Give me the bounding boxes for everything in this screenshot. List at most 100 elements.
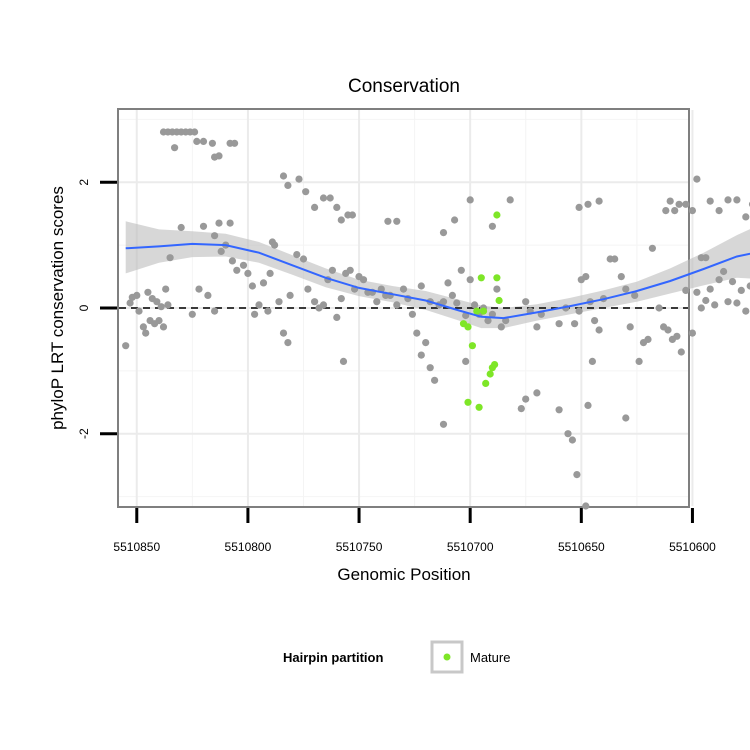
point-mature-5 xyxy=(479,307,488,315)
point-other-103 xyxy=(426,364,434,372)
point-other-163 xyxy=(575,203,583,211)
point-other-15 xyxy=(162,285,170,293)
point-other-45 xyxy=(228,257,236,265)
point-other-187 xyxy=(742,307,750,315)
point-other-142 xyxy=(582,273,590,281)
point-other-101 xyxy=(417,351,425,359)
smooth-curve xyxy=(125,242,750,320)
point-other-132 xyxy=(517,405,525,413)
y-axis-title: phyloP LRT conservation scores xyxy=(48,186,67,430)
point-other-102 xyxy=(422,339,430,347)
point-other-113 xyxy=(444,279,452,287)
point-other-52 xyxy=(259,279,268,287)
point-other-133 xyxy=(522,298,530,306)
legend-label-mature: Mature xyxy=(470,650,510,665)
point-other-98 xyxy=(339,357,348,365)
point-other-41 xyxy=(204,291,212,299)
point-other-68 xyxy=(333,203,341,211)
point-other-125 xyxy=(497,323,505,331)
point-mature-10 xyxy=(493,274,501,282)
point-other-43 xyxy=(217,247,225,255)
point-other-83 xyxy=(346,266,354,274)
point-other-131 xyxy=(522,395,530,403)
point-other-183 xyxy=(724,298,732,306)
point-other-72 xyxy=(293,251,301,259)
point-other-36 xyxy=(211,232,219,240)
point-other-162 xyxy=(588,357,597,365)
point-other-150 xyxy=(622,285,630,293)
point-other-181 xyxy=(715,276,723,284)
point-other-202 xyxy=(671,207,679,215)
x-tick-label-0: 5510850 xyxy=(113,540,160,554)
point-other-26 xyxy=(171,144,179,152)
point-other-61 xyxy=(279,172,288,180)
point-other-37 xyxy=(199,222,208,230)
point-other-13 xyxy=(157,303,165,311)
point-other-212 xyxy=(733,196,741,204)
point-other-58 xyxy=(279,329,288,337)
point-other-139 xyxy=(571,320,579,328)
point-other-108 xyxy=(462,357,470,365)
point-other-47 xyxy=(239,261,248,269)
point-other-12 xyxy=(155,317,163,325)
point-other-104 xyxy=(431,376,439,384)
point-other-16 xyxy=(164,301,172,309)
point-mature-2 xyxy=(468,342,476,350)
y-tick-label-2: 2 xyxy=(77,179,91,186)
point-other-66 xyxy=(319,194,328,202)
point-other-119 xyxy=(471,301,479,309)
point-other-209 xyxy=(706,197,714,205)
point-other-11 xyxy=(153,298,161,306)
point-mature-14 xyxy=(475,403,483,411)
point-mature-3 xyxy=(473,307,481,315)
point-other-200 xyxy=(662,207,670,215)
point-other-185 xyxy=(733,299,741,307)
point-other-59 xyxy=(284,339,292,347)
legend-title: Hairpin partition xyxy=(283,650,383,665)
point-other-124 xyxy=(493,285,501,293)
point-other-127 xyxy=(466,196,474,204)
x-axis: 5510850 5510800 5510750 5510700 5510650 55106… xyxy=(113,508,716,554)
point-other-156 xyxy=(648,244,657,252)
point-other-48 xyxy=(244,269,252,277)
point-other-129 xyxy=(506,196,514,204)
point-other-130 xyxy=(533,389,541,397)
point-other-35 xyxy=(215,219,223,227)
point-other-114 xyxy=(448,291,456,299)
point-other-34 xyxy=(226,219,234,227)
point-other-210 xyxy=(715,207,723,215)
point-other-211 xyxy=(724,196,732,204)
point-other-148 xyxy=(611,255,619,263)
point-other-99 xyxy=(384,217,392,225)
point-other-56 xyxy=(271,241,279,249)
point-other-75 xyxy=(311,298,319,306)
point-other-144 xyxy=(591,317,599,325)
point-other-53 xyxy=(264,307,272,315)
point-other-42 xyxy=(211,307,219,315)
point-other-208 xyxy=(702,254,710,262)
point-other-3 xyxy=(133,291,141,299)
legend-key-mature xyxy=(443,653,451,661)
point-other-51 xyxy=(255,301,263,309)
point-other-174 xyxy=(682,286,690,294)
point-other-203 xyxy=(675,200,683,208)
point-other-137 xyxy=(555,320,563,328)
point-other-149 xyxy=(617,273,625,281)
point-other-31 xyxy=(215,152,223,160)
point-other-79 xyxy=(328,266,336,274)
point-other-109 xyxy=(417,282,425,290)
point-other-5 xyxy=(139,323,147,331)
x-tick-label-4: 5510650 xyxy=(558,540,605,554)
x-tick-label-2: 5510750 xyxy=(336,540,383,554)
point-other-178 xyxy=(702,296,710,305)
point-other-80 xyxy=(333,313,341,321)
point-other-161 xyxy=(584,401,592,409)
point-other-69 xyxy=(337,216,345,224)
point-mature-9 xyxy=(491,361,499,369)
point-other-7 xyxy=(144,288,152,296)
x-axis-title: Genomic Position xyxy=(337,565,470,584)
y-axis: -2 0 2 xyxy=(77,179,117,439)
point-other-4 xyxy=(135,307,143,315)
point-other-81 xyxy=(337,295,345,303)
point-other-86 xyxy=(359,276,368,284)
